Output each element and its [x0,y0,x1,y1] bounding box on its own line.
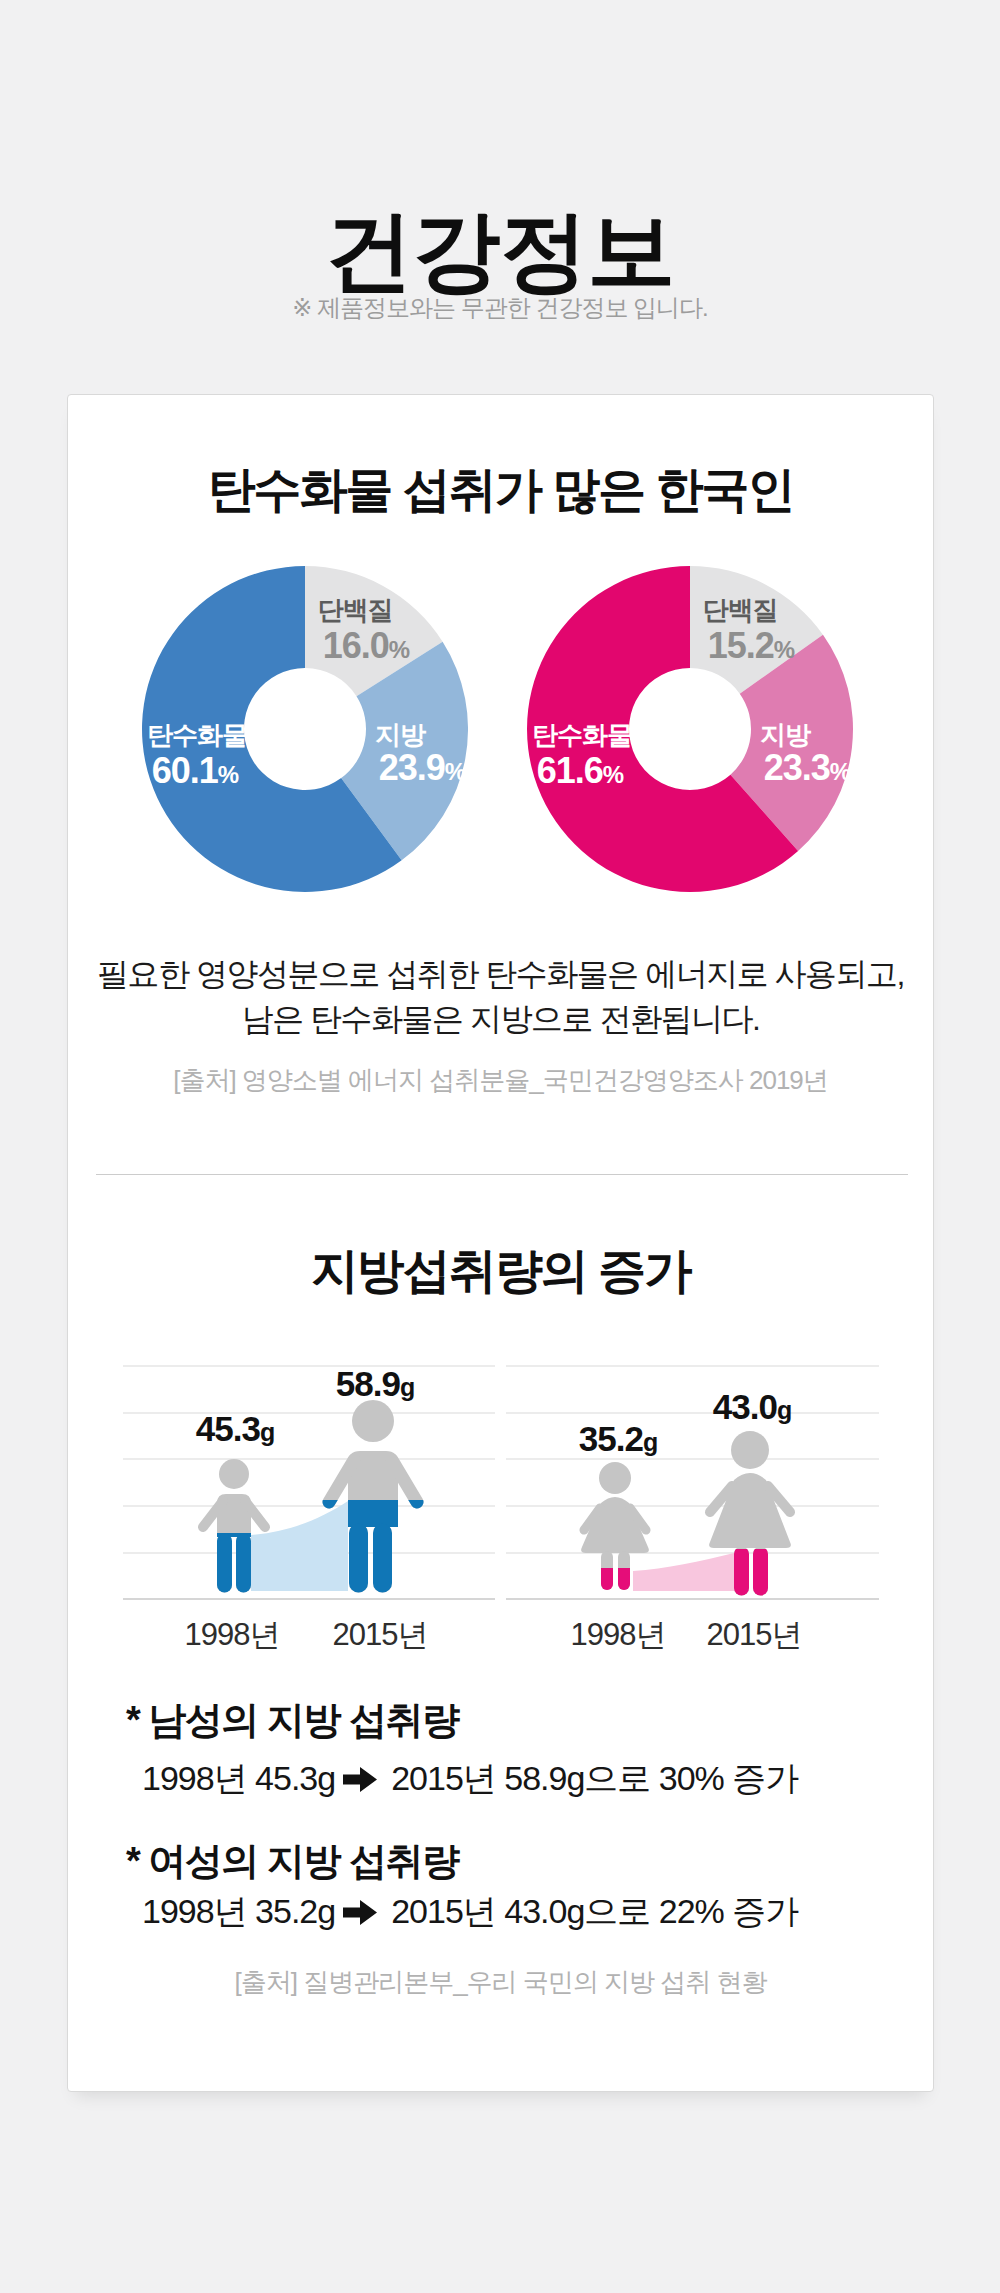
health-info-card: 탄수화물 섭취가 많은 한국인 단백질16.0%지방23.9%탄수화물60.1%… [67,394,934,2092]
section1-description: 필요한 영양성분으로 섭취한 탄수화물은 에너지로 사용되고, 남은 탄수화물은… [68,952,933,1042]
donut-label-segment-protein: 단백질 [703,597,778,623]
donut-label-segment-fat: 지방 [760,722,810,748]
male-year-2015: 2015년 [333,1619,428,1650]
arrow-right-icon [343,1767,379,1792]
page-title: 건강정보 [0,207,1000,295]
donut-label-segment-carbohydrate: 탄수화물 [532,722,632,748]
female-note-title: * 여성의 지방 섭취량 [126,1839,458,1885]
section1-source: [출처] 영양소별 에너지 섭취분율_국민건강영양조사 2019년 [68,1064,933,1098]
male-fat-intake-chart [96,1351,506,1611]
male-note-to: 2015년 58.9g으로 30% 증가 [391,1759,798,1797]
female-note-from: 1998년 35.2g [142,1892,335,1930]
male-note-line: 1998년 45.3g 2015년 58.9g으로 30% 증가 [142,1758,798,1799]
donut-value-segment-protein: 16.0% [323,628,409,664]
donut-label-segment-protein: 단백질 [318,597,393,623]
donut-chart-blue: 단백질 16.0% 지방23.9% 탄수화물 60.1% [142,566,468,892]
donut-value-segment-fat: 23.9% [379,750,465,786]
description-line2: 남은 탄수화물은 지방으로 전환됩니다. [242,1001,760,1037]
section1-title: 탄수화물 섭취가 많은 한국인 [68,466,933,514]
donut-value-segment-carbohydrate: 60.1% [152,753,238,789]
female-note-line: 1998년 35.2g 2015년 43.0g으로 22% 증가 [142,1891,798,1932]
female-figure-1998 [581,1462,649,1584]
female-1998-value: 35.2g [579,1421,657,1456]
donut-label-segment-carbohydrate: 탄수화물 [147,722,247,748]
female-year-1998: 1998년 [571,1619,666,1650]
female-fat-intake-chart [496,1351,891,1611]
male-1998-value: 45.3g [196,1411,274,1446]
arrow-right-icon [343,1900,379,1925]
male-2015-value: 58.9g [336,1366,414,1401]
female-area-band [633,1553,734,1591]
male-note-from: 1998년 45.3g [142,1759,335,1797]
donut-chart-pink: 단백질 15.2% 지방23.3% 탄수화물 61.6% [527,566,853,892]
divider [96,1174,908,1175]
male-note-title: * 남성의 지방 섭취량 [126,1698,458,1744]
donut-value-segment-fat: 23.3% [764,750,850,786]
donut-value-segment-protein: 15.2% [708,628,794,664]
female-note-to: 2015년 43.0g으로 22% 증가 [391,1892,798,1930]
description-line1: 필요한 영양성분으로 섭취한 탄수화물은 에너지로 사용되고, [97,956,904,992]
male-year-1998: 1998년 [185,1619,280,1650]
donut-label-segment-fat: 지방 [375,722,425,748]
female-year-2015: 2015년 [707,1619,802,1650]
male-area-band [251,1501,348,1591]
section2-source: [출처] 질병관리본부_우리 국민의 지방 섭취 현황 [68,1966,933,2000]
donut-value-segment-carbohydrate: 61.6% [537,753,623,789]
section2-title: 지방섭취량의 증가 [68,1247,933,1295]
page-disclaimer: ※ 제품정보와는 무관한 건강정보 입니다. [0,294,1000,323]
female-2015-value: 43.0g [713,1389,791,1424]
